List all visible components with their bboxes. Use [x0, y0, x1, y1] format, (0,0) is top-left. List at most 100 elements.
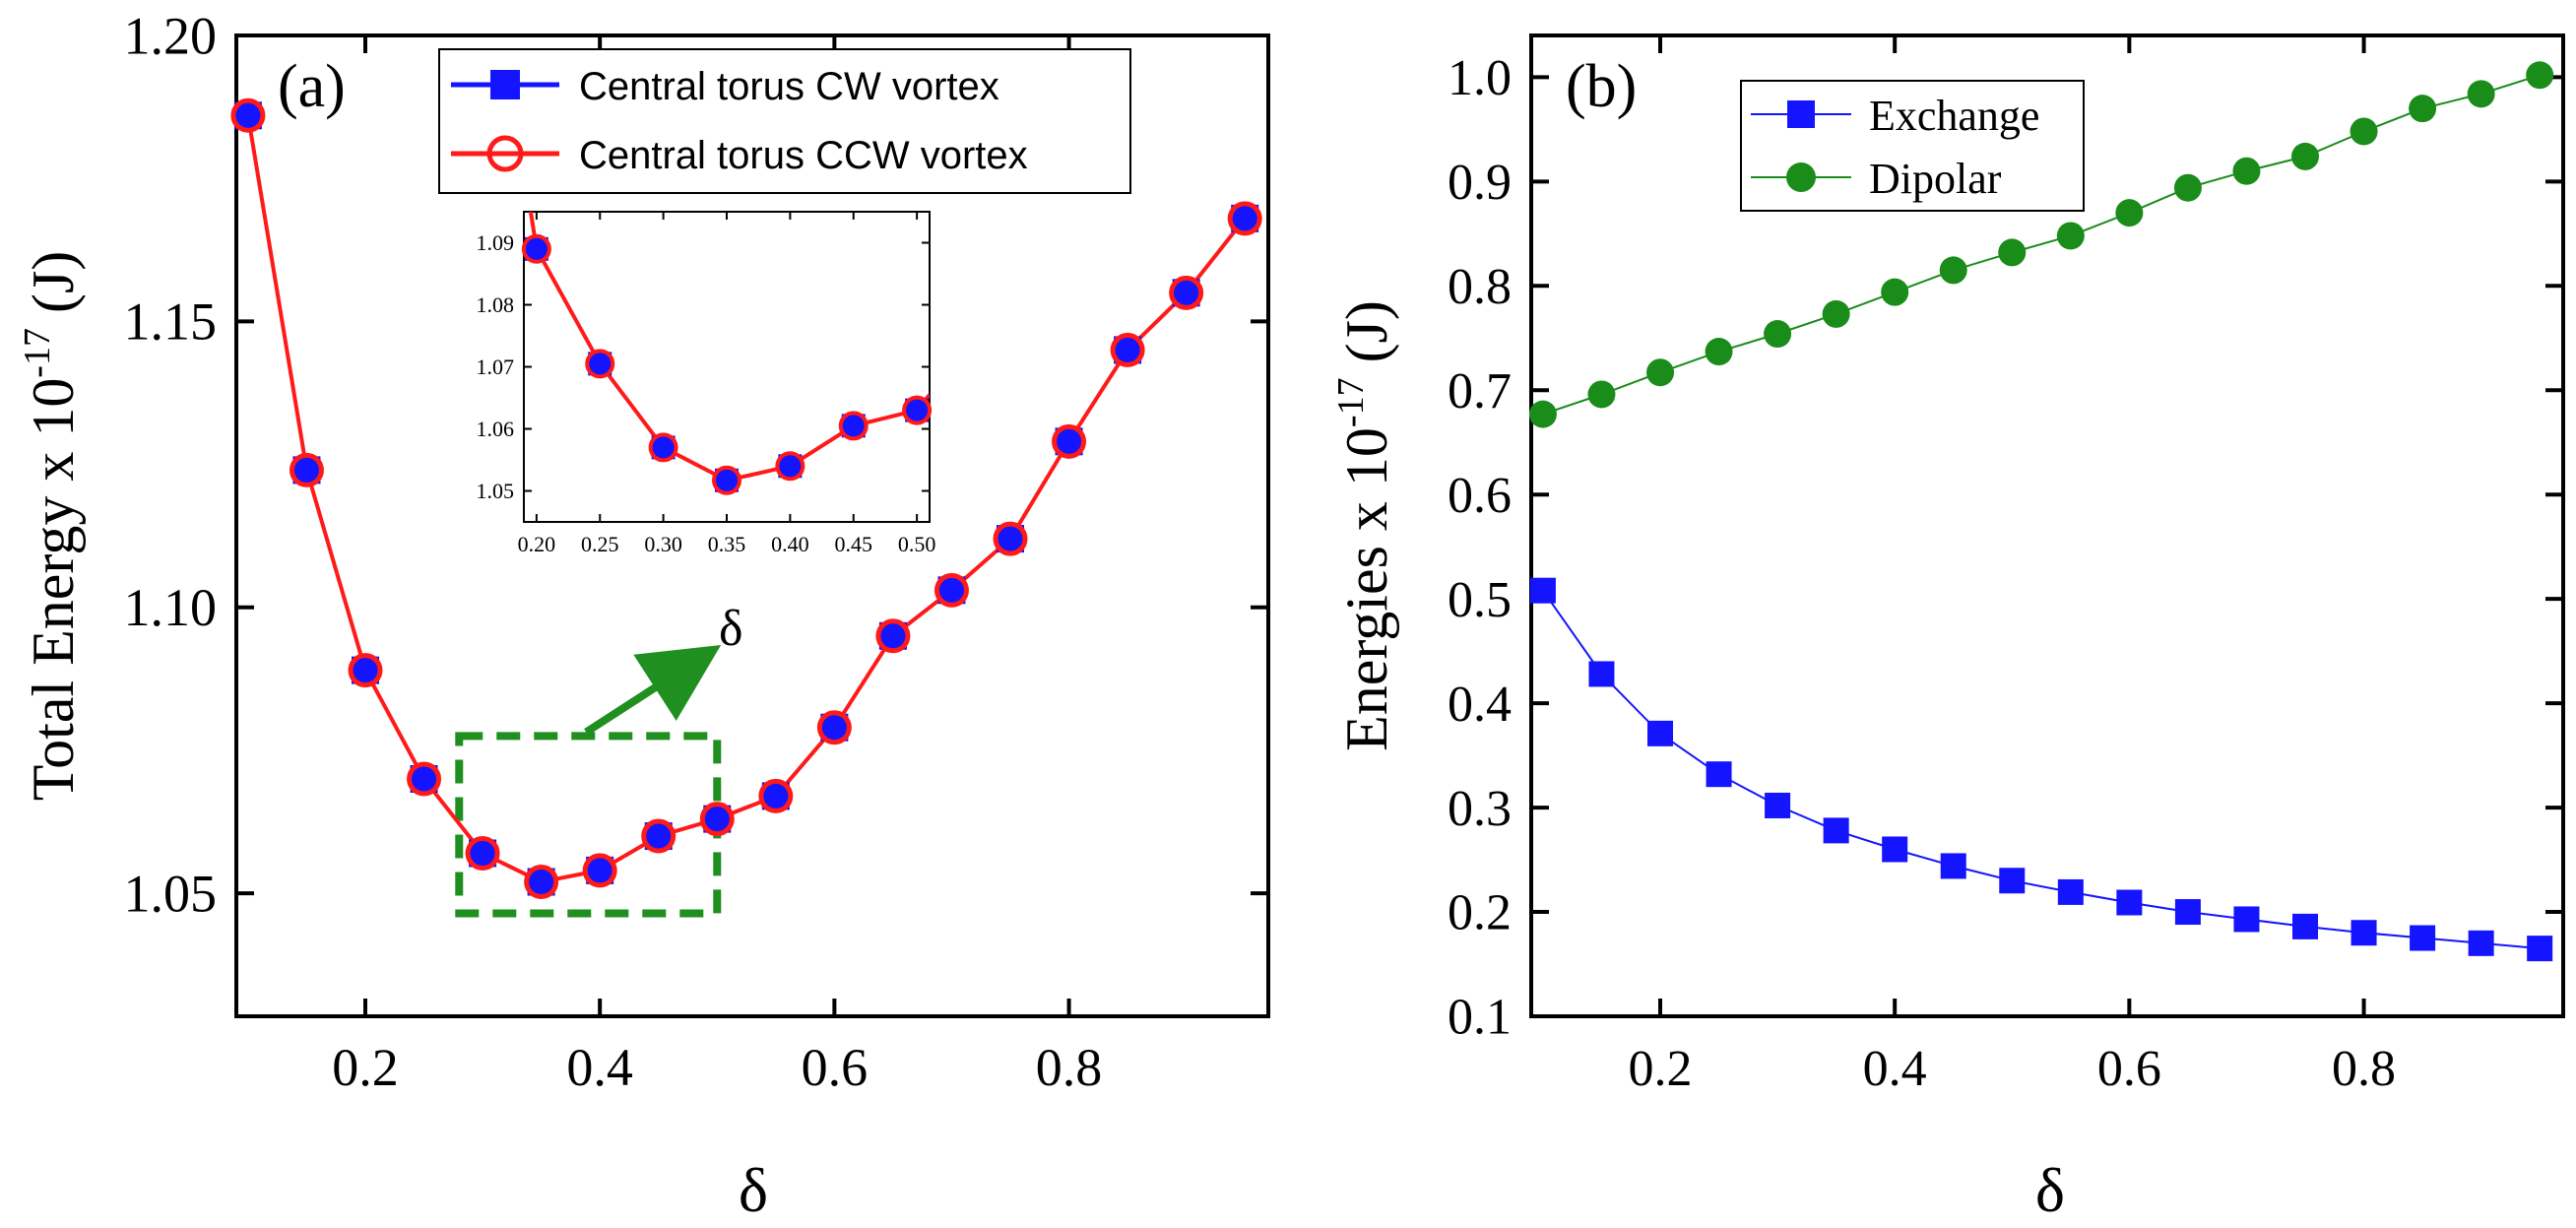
dipolar-data-point — [1764, 320, 1792, 349]
inset-y-tick-label: 1.08 — [477, 292, 515, 317]
exchange-data-point — [1706, 761, 1732, 788]
panel-b: 0.2 0.4 0.6 0.8 0.1 0.2 0.3 0.4 0.5 0.6 0.7 0.8 0.9 1… — [1330, 33, 2565, 1225]
ccw-data-point — [1227, 201, 1262, 236]
inset-y-tick-label: 1.07 — [477, 355, 515, 379]
panel-a-label: (a) — [278, 53, 346, 120]
panel-a-y-tick-label: 1.20 — [124, 6, 218, 65]
exchange-data-point — [2527, 936, 2553, 962]
panel-b-frame — [1529, 33, 2565, 1018]
dipolar-data-point — [2409, 95, 2437, 123]
exchange-data-point — [1823, 817, 1849, 844]
dipolar-data-point — [2232, 157, 2261, 185]
inset-x-tick-label: 0.50 — [898, 532, 936, 556]
exchange-data-point — [1882, 836, 1908, 863]
exchange-data-point — [2174, 899, 2201, 926]
panel-b-label: (b) — [1566, 53, 1637, 120]
inset-x-tick-label: 0.25 — [581, 532, 619, 556]
panel-b-y-tick-label: 0.1 — [1448, 990, 1512, 1046]
panel-a-y-tick-label: 1.10 — [124, 578, 218, 637]
ccw-data-point — [758, 778, 794, 813]
ccw-data-point — [934, 572, 969, 608]
dipolar-data-point — [2291, 142, 2319, 170]
panel-b-tick-labels: 0.2 0.4 0.6 0.8 0.1 0.2 0.3 0.4 0.5 0.6 0.7 0.8 0.9 1… — [1448, 50, 2396, 1097]
exchange-data-point — [1940, 853, 1966, 879]
inset-ccw-data-point — [712, 465, 741, 495]
inset-ccw-data-point — [775, 451, 805, 482]
inset-y-tick-label: 1.09 — [477, 230, 515, 255]
exchange-data-point — [2351, 920, 2377, 946]
legend-cw-label: Central torus CW vortex — [579, 65, 999, 108]
inset-x-tick-label: 0.45 — [835, 532, 873, 556]
panel-a-y-tick-label: 1.15 — [124, 292, 218, 352]
panel-a-y-axis-label: Total Energy x 10-17 (J) — [17, 251, 86, 802]
legend-ccw-label: Central torus CCW vortex — [579, 134, 1028, 177]
inset-x-tick-label: 0.30 — [644, 532, 682, 556]
inset-ccw-data-point — [902, 395, 933, 425]
legend-ccw-marker — [486, 135, 524, 172]
panel-a-legend-box — [438, 48, 1131, 194]
panel-a-x-tick-label: 0.8 — [1036, 1038, 1103, 1097]
panel-b-y-tick-label: 0.3 — [1448, 781, 1512, 837]
panel-a-y-tick-label: 1.05 — [124, 864, 218, 923]
inset-x-tick-label: 0.35 — [708, 532, 746, 556]
exchange-data-point — [1529, 577, 1556, 604]
panel-b-y-axis-label: Energies x 10-17 (J) — [1330, 300, 1399, 751]
exchange-data-point — [2410, 925, 2436, 951]
panel-b-x-tick-label: 0.6 — [2097, 1041, 2161, 1097]
inset-y-tick-label: 1.06 — [477, 417, 515, 441]
dipolar-data-point — [1528, 400, 1557, 428]
ccw-data-point — [407, 761, 442, 797]
panel-b-y-tick-label: 0.9 — [1448, 155, 1512, 211]
panel-b-x-tick-label: 0.8 — [2332, 1041, 2396, 1097]
ccw-data-point — [230, 97, 266, 133]
exchange-data-point — [2292, 913, 2318, 939]
inset-cw-data-point — [524, 236, 548, 261]
panel-b-y-tick-label: 0.4 — [1448, 677, 1512, 733]
panel-a-x-tick-label: 0.4 — [566, 1038, 633, 1097]
exchange-data-point — [2233, 906, 2260, 933]
dipolar-data-point — [1998, 238, 2027, 267]
legend-exchange-marker — [1787, 100, 1815, 128]
panel-b-y-tick-label: 0.2 — [1448, 885, 1512, 941]
ccw-data-point — [699, 802, 735, 837]
legend-cw-marker — [490, 70, 520, 99]
legend-exchange-label: Exchange — [1869, 92, 2039, 140]
exchange-data-point — [2468, 930, 2494, 956]
exchange-data-point — [2116, 889, 2143, 916]
dipolar-data-point — [2115, 199, 2144, 227]
highlight-box — [455, 732, 722, 918]
exchange-data-point — [1765, 792, 1791, 818]
exchange-data-point — [1588, 661, 1615, 687]
ccw-data-point — [1110, 332, 1145, 367]
ccw-data-point — [465, 835, 500, 871]
inset-y-tick-label: 1.05 — [477, 479, 515, 503]
panel-b-x-tick-label: 0.4 — [1863, 1041, 1927, 1097]
ccw-data-point — [289, 452, 324, 487]
panel-a-x-axis-label: δ — [739, 1155, 768, 1225]
ccw-data-point — [524, 865, 559, 900]
inset-x-tick-label: 0.40 — [771, 532, 809, 556]
panel-a-frame — [234, 33, 1270, 1018]
inset-plot-area — [521, 212, 933, 495]
panel-a-x-tick-label: 0.2 — [332, 1038, 399, 1097]
callout-delta-label: δ — [719, 601, 743, 657]
inset-chart: 0.20 0.25 0.30 0.35 0.40 0.45 0.50 1.05 1.06 1.07… — [477, 211, 936, 556]
ccw-data-point — [1052, 423, 1087, 459]
panel-b-x-tick-label: 0.2 — [1629, 1041, 1693, 1097]
exchange-data-point — [2057, 878, 2084, 905]
callout-arrow — [584, 644, 722, 736]
dipolar-data-point — [2526, 61, 2554, 90]
panel-b-ticks — [1531, 35, 2563, 1018]
panel-b-y-tick-label: 0.8 — [1448, 259, 1512, 315]
ccw-data-point — [641, 818, 676, 854]
ccw-data-point — [875, 618, 911, 654]
dipolar-data-point — [2467, 80, 2495, 108]
panel-b-y-tick-label: 0.7 — [1448, 363, 1512, 420]
dipolar-data-point — [1705, 338, 1733, 366]
ccw-data-point — [1169, 275, 1204, 310]
inset-ccw-data-point — [648, 432, 678, 463]
panel-a: 0.2 0.4 0.6 0.8 1.05 1.10 1.15 1.20 (a) δ Total… — [17, 6, 1270, 1225]
inset-ticks — [524, 212, 930, 522]
dipolar-data-point — [1646, 358, 1674, 387]
ccw-series-line — [245, 114, 1247, 884]
